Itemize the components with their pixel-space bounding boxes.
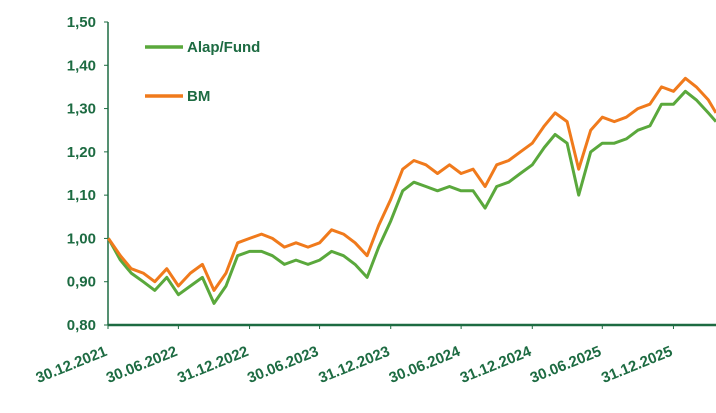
x-tick-label: 31.12.2023 bbox=[316, 343, 392, 387]
y-tick-label: 0,80 bbox=[67, 317, 96, 334]
x-tick-label: 31.12.2025 bbox=[599, 343, 675, 387]
y-tick-label: 1,40 bbox=[67, 57, 96, 74]
y-tick-label: 1,00 bbox=[67, 230, 96, 247]
y-tick-label: 1,50 bbox=[67, 14, 96, 31]
x-tick-label: 30.06.2022 bbox=[104, 343, 180, 387]
x-tick-label: 30.06.2025 bbox=[528, 343, 604, 387]
y-tick-label: 0,90 bbox=[67, 274, 96, 291]
y-tick-label: 1,30 bbox=[67, 101, 96, 118]
y-tick-label: 1,10 bbox=[67, 187, 96, 204]
x-tick-label: 31.12.2022 bbox=[175, 343, 251, 387]
x-tick-label: 31.12.2024 bbox=[458, 343, 535, 387]
line bbox=[107, 89, 716, 305]
legend-label: Alap/Fund bbox=[187, 39, 260, 56]
x-tick-label: 30.12.2021 bbox=[34, 343, 110, 387]
legend-label: BM bbox=[187, 88, 210, 105]
line bbox=[107, 76, 716, 292]
y-tick-label: 1,20 bbox=[67, 144, 96, 161]
x-tick-label: 30.06.2023 bbox=[245, 343, 321, 387]
x-tick-label: 30.06.2024 bbox=[387, 343, 464, 387]
